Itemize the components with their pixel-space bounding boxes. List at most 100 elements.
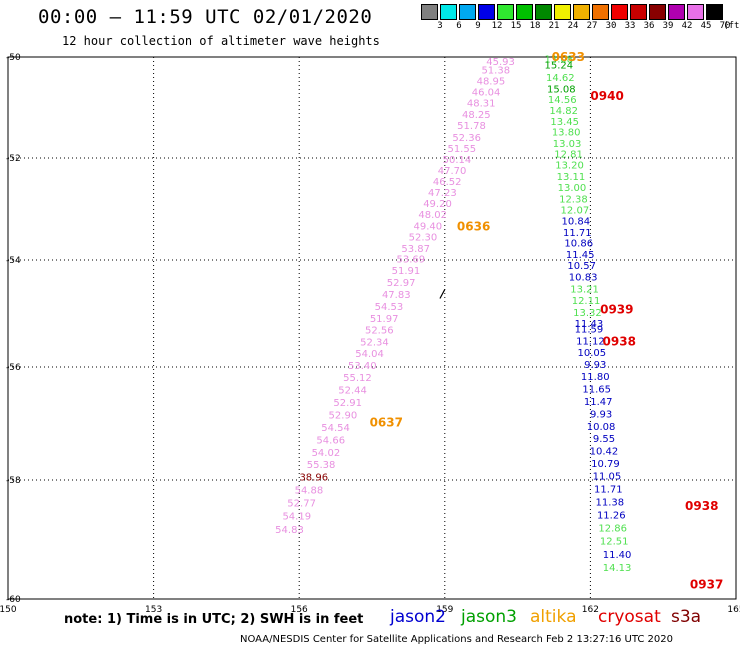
track-marker [439, 289, 446, 299]
scale-swatch [478, 4, 495, 20]
legend-cryosat: cryosat [598, 607, 661, 627]
wave-height-value: 12.38 [559, 194, 588, 205]
scale-swatch [592, 4, 609, 20]
wave-height-value: 13.08 [545, 55, 574, 66]
wave-height-value: 13.45 [550, 117, 579, 128]
wave-height-value: 49.40 [413, 221, 442, 232]
wave-height-value: 9.55 [593, 434, 615, 445]
wave-height-value: 52.44 [338, 386, 367, 397]
wave-height-value: 55.38 [307, 460, 336, 471]
wave-height-value: 51.91 [392, 266, 421, 277]
track-time-label: 0939 [600, 303, 633, 317]
wave-height-value: 15.24 [545, 61, 574, 72]
scale-label: 45 [700, 21, 712, 31]
wave-height-value: 10.83 [569, 273, 598, 284]
map-axes: 150 153 156 159 162 165 -50 -52 -54 -56 -58 -60 [0, 53, 740, 615]
lon-tick-label: 162 [582, 605, 599, 615]
scale-swatch [497, 4, 514, 20]
scale-label: 30 [605, 21, 617, 31]
wave-height-value: 13.21 [570, 284, 599, 295]
lat-tick-label: -54 [6, 256, 21, 266]
lon-tick-label: 153 [145, 605, 162, 615]
wave-height-value: 48.31 [467, 98, 496, 109]
wave-height-value: 11.59 [575, 324, 604, 335]
map-frame [7, 56, 737, 600]
wave-height-value: 12.07 [561, 206, 590, 217]
wave-height-value: 12.81 [554, 149, 583, 160]
wave-height-value: 51.78 [457, 121, 486, 132]
scale-label: 36 [643, 21, 655, 31]
wave-height-value: 10.05 [578, 348, 607, 359]
scale-swatch [668, 4, 685, 20]
scale-label: 27 [586, 21, 598, 31]
wave-height-value: 51.55 [447, 144, 476, 155]
wave-height-value: 51.97 [370, 314, 399, 325]
scale-swatch [687, 4, 704, 20]
wave-height-value: 11.65 [582, 384, 611, 395]
scale-unit: (ft) [723, 21, 740, 31]
wave-height-value: 49.20 [423, 199, 452, 210]
scale-swatch [535, 4, 552, 20]
wave-height-value: 14.62 [546, 73, 575, 84]
wave-height-value: 11.45 [566, 250, 595, 261]
scale-swatch [573, 4, 590, 20]
legend-s3a: s3a [671, 607, 702, 627]
wave-height-value: 14.82 [549, 106, 578, 117]
lon-tick-label: 159 [436, 605, 453, 615]
wave-height-value: 11.43 [575, 319, 604, 330]
wave-height-value: 12.86 [598, 524, 627, 535]
wave-height-value: 47.70 [438, 166, 467, 177]
credit-line: NOAA/NESDIS Center for Satellite Applica… [240, 634, 673, 645]
wave-height-value: 53.87 [401, 244, 430, 255]
scale-label: 9 [475, 21, 481, 31]
scale-label: 12 [491, 21, 503, 31]
wave-height-value: 10.42 [590, 447, 619, 458]
scale-swatch [706, 4, 723, 20]
wave-height-value: 54.53 [375, 302, 404, 313]
scale-swatch [421, 4, 438, 20]
wave-height-value: 53.40 [348, 361, 377, 372]
wave-height-value: 11.47 [584, 397, 613, 408]
lat-tick-label: -50 [6, 53, 21, 63]
track-time-label: 0633 [552, 50, 585, 64]
wave-height-value: 52.36 [452, 133, 481, 144]
lat-tick-label: -56 [6, 363, 21, 373]
scale-label: 3 [437, 21, 443, 31]
wave-height-value: 53.69 [397, 254, 426, 265]
wave-height-value: 52.90 [329, 410, 358, 421]
footnote: note: 1) Time is in UTC; 2) SWH is in fe… [64, 612, 364, 627]
wave-height-value: 48.95 [477, 77, 506, 88]
track-time-label: 0938 [685, 499, 718, 513]
track-time-label: 0937 [690, 577, 723, 591]
wave-height-value: 52.56 [365, 326, 394, 337]
scale-label: 24 [567, 21, 579, 31]
scale-swatch [554, 4, 571, 20]
wave-height-value: 46.52 [433, 177, 462, 188]
wave-height-value: 54.88 [295, 486, 324, 497]
page-subtitle: 12 hour collection of altimeter wave hei… [62, 34, 380, 48]
scale-swatch [459, 4, 476, 20]
wave-height-value: 52.77 [287, 499, 316, 510]
legend-altika: altika [530, 607, 577, 627]
wave-height-value: 10.57 [567, 261, 596, 272]
lat-tick-label: -58 [6, 476, 21, 486]
scale-label: 33 [624, 21, 636, 31]
wave-height-value: 14.56 [548, 95, 577, 106]
track-time-label: 0940 [590, 89, 623, 103]
track-time-label: 0938 [603, 335, 636, 349]
lon-tick-label: 165 [727, 605, 740, 615]
wave-height-value: 10.84 [562, 217, 591, 228]
wave-height-value: 54.54 [321, 423, 350, 434]
legend-jason3: jason3 [461, 607, 517, 627]
wave-height-value: 54.83 [275, 525, 304, 536]
lat-tick-label: -52 [6, 154, 21, 164]
wave-height-value: 38.96 [299, 473, 328, 484]
wave-height-value: 11.38 [595, 497, 624, 508]
map-grid [7, 56, 737, 600]
scale-label: 42 [681, 21, 693, 31]
scale-swatch [611, 4, 628, 20]
lon-tick-label: 156 [291, 605, 308, 615]
wave-height-value: 14.13 [603, 563, 632, 574]
wave-height-value: 54.19 [282, 512, 311, 523]
